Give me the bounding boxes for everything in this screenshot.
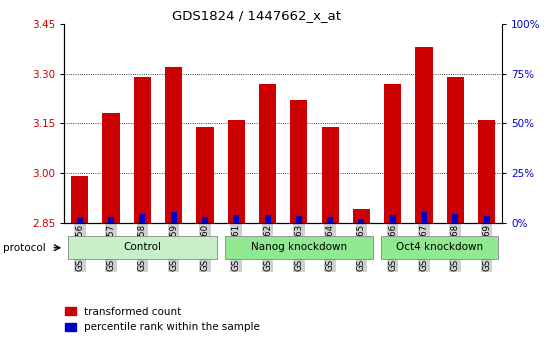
Bar: [140, 214, 146, 223]
Bar: [421, 212, 427, 223]
Bar: [165, 67, 182, 223]
Bar: [296, 216, 302, 223]
Bar: [452, 214, 458, 223]
Bar: [478, 120, 495, 223]
Bar: [484, 216, 489, 223]
Text: Nanog knockdown: Nanog knockdown: [251, 242, 347, 252]
Bar: [202, 217, 208, 223]
Bar: [321, 127, 339, 223]
Text: protocol: protocol: [3, 243, 46, 253]
Text: GDS1824 / 1447662_x_at: GDS1824 / 1447662_x_at: [172, 9, 341, 22]
Bar: [134, 77, 151, 223]
Bar: [446, 77, 464, 223]
Bar: [196, 127, 214, 223]
Bar: [389, 215, 396, 223]
Bar: [415, 47, 432, 223]
Bar: [77, 218, 83, 223]
Bar: [358, 219, 364, 223]
Bar: [259, 84, 276, 223]
Bar: [171, 212, 177, 223]
Bar: [264, 215, 271, 223]
Bar: [228, 120, 245, 223]
Bar: [381, 236, 498, 259]
Bar: [103, 114, 120, 223]
Bar: [290, 100, 307, 223]
Text: Control: Control: [123, 242, 161, 252]
Bar: [108, 217, 114, 223]
Bar: [353, 209, 370, 223]
Bar: [224, 236, 373, 259]
Bar: [68, 236, 217, 259]
Bar: [327, 217, 333, 223]
Text: Oct4 knockdown: Oct4 knockdown: [396, 242, 483, 252]
Bar: [71, 176, 88, 223]
Legend: transformed count, percentile rank within the sample: transformed count, percentile rank withi…: [61, 303, 264, 336]
Bar: [384, 84, 401, 223]
Bar: [233, 215, 239, 223]
